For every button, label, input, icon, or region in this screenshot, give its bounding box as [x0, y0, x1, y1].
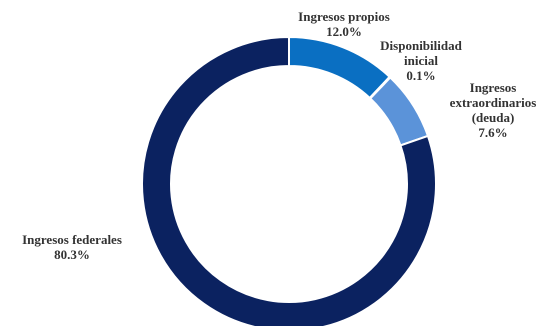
- slice-label-line: 0.1%: [406, 68, 435, 83]
- slice-label: Disponibilidad inicial 0.1%: [380, 38, 462, 83]
- slice-label-line: Ingresos propios: [298, 9, 390, 24]
- slice-label-line: 80.3%: [54, 247, 90, 262]
- slice-label-line: (deuda): [472, 110, 515, 125]
- donut-slices: [141, 35, 437, 326]
- slice-ingresos-propios: [288, 35, 392, 100]
- slice-label-line: 12.0%: [326, 24, 362, 39]
- slice-label-line: Ingresos: [470, 80, 517, 95]
- slice-ingresos-federales: [141, 35, 437, 326]
- slice-label-line: Disponibilidad: [380, 38, 462, 53]
- slice-label-line: extraordinarios: [450, 95, 537, 110]
- slice-label: Ingresos federales 80.3%: [22, 232, 122, 262]
- slice-labels: Ingresos propios 12.0%Disponibilidad inici…: [22, 9, 536, 262]
- slice-label-line: 7.6%: [478, 125, 507, 140]
- slice-label-line: Ingresos federales: [22, 232, 122, 247]
- slice-label-line: inicial: [404, 53, 438, 68]
- slice-label: Ingresos propios 12.0%: [298, 9, 390, 39]
- slice-label: Ingresos extraordinarios (deuda) 7.6%: [450, 80, 537, 140]
